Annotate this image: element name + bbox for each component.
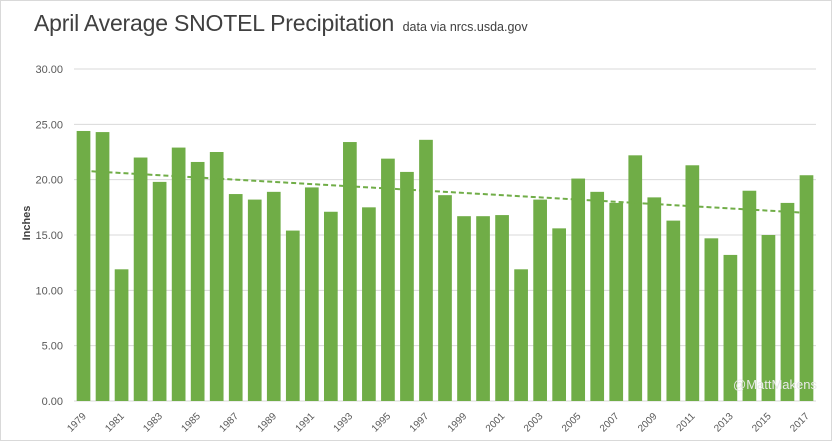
- y-tick-label: 0.00: [42, 396, 63, 408]
- y-tick-label: 5.00: [42, 341, 63, 353]
- y-tick-label: 20.00: [35, 175, 63, 187]
- bar: [742, 190, 757, 401]
- y-tick-label: 15.00: [35, 230, 63, 242]
- bar: [362, 207, 376, 401]
- bar: [76, 130, 91, 401]
- bar: [247, 199, 262, 401]
- bar: [285, 230, 300, 401]
- bar: [171, 147, 186, 401]
- bar: [114, 269, 129, 401]
- x-tick-label: 1983: [141, 411, 165, 435]
- bar: [152, 181, 167, 401]
- watermark: @MattMakens: [733, 377, 817, 392]
- bar: [685, 165, 700, 401]
- y-tick-label: 10.00: [35, 285, 63, 297]
- bar: [304, 187, 319, 401]
- x-tick-label: 1999: [446, 411, 470, 435]
- bar: [228, 194, 243, 401]
- bar: [514, 269, 528, 401]
- x-tick-label: 2003: [522, 411, 546, 435]
- x-tick-label: 1989: [256, 411, 280, 435]
- bar: [457, 216, 471, 401]
- bar: [495, 215, 509, 401]
- bar: [266, 191, 281, 401]
- bar: [95, 132, 110, 401]
- bar: [723, 254, 738, 401]
- x-tick-label: 2015: [750, 411, 774, 435]
- bar: [552, 228, 567, 401]
- x-tick-label: 2007: [598, 411, 622, 435]
- x-tick-label: 2011: [675, 411, 698, 434]
- bar: [590, 191, 605, 401]
- x-tick-label: 2013: [712, 411, 736, 435]
- bar: [209, 152, 224, 401]
- chart-subtitle: data via nrcs.usda.gov: [402, 20, 528, 34]
- bar: [343, 142, 357, 402]
- x-tick-label: 1995: [370, 411, 394, 435]
- bar: [533, 199, 547, 401]
- bar: [476, 216, 490, 401]
- x-tick-label: 1987: [217, 411, 241, 435]
- x-tick-label: 2005: [560, 411, 584, 435]
- bar: [190, 161, 205, 401]
- x-tick-label: 2017: [788, 411, 812, 435]
- bar: [571, 178, 586, 401]
- x-tick-label: 1985: [179, 411, 203, 435]
- x-tick-label: 1981: [103, 411, 127, 435]
- chart-title-row: April Average SNOTEL Precipitation data …: [34, 10, 528, 37]
- bar: [704, 238, 719, 401]
- y-tick-label: 25.00: [35, 119, 63, 131]
- bar: [799, 175, 814, 401]
- x-tick-label: 1997: [408, 411, 432, 435]
- chart-title: April Average SNOTEL Precipitation: [34, 10, 395, 36]
- bar: [666, 220, 681, 401]
- bar: [647, 197, 662, 401]
- trendline: [83, 169, 807, 214]
- bar: [381, 158, 395, 401]
- bar: [400, 171, 414, 401]
- x-tick-label: 1993: [332, 411, 356, 435]
- bar: [761, 235, 776, 401]
- bar: [628, 155, 643, 401]
- x-tick-label: 1979: [65, 411, 89, 435]
- x-tick-label: 2009: [636, 411, 660, 435]
- bar: [438, 195, 452, 401]
- bar: [323, 211, 338, 401]
- x-tick-label: 1991: [294, 411, 318, 435]
- bar: [133, 157, 148, 401]
- bar: [609, 202, 624, 401]
- y-tick-label: 30.00: [35, 64, 63, 76]
- bar: [419, 139, 433, 401]
- x-tick-label: 2001: [484, 411, 508, 435]
- bar: [780, 202, 795, 401]
